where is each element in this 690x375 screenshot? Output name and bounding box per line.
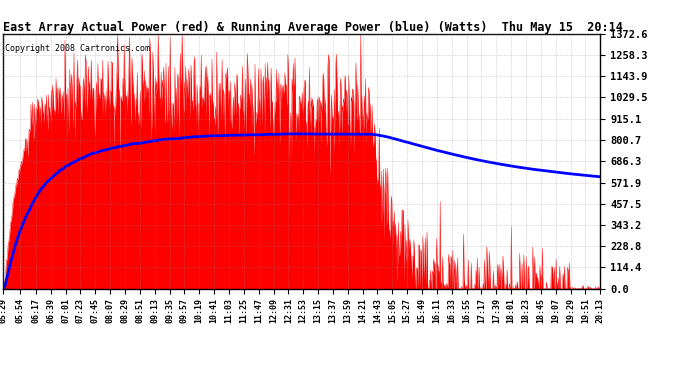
Text: Copyright 2008 Cartronics.com: Copyright 2008 Cartronics.com bbox=[6, 44, 150, 53]
Text: East Array Actual Power (red) & Running Average Power (blue) (Watts)  Thu May 15: East Array Actual Power (red) & Running … bbox=[3, 21, 623, 34]
